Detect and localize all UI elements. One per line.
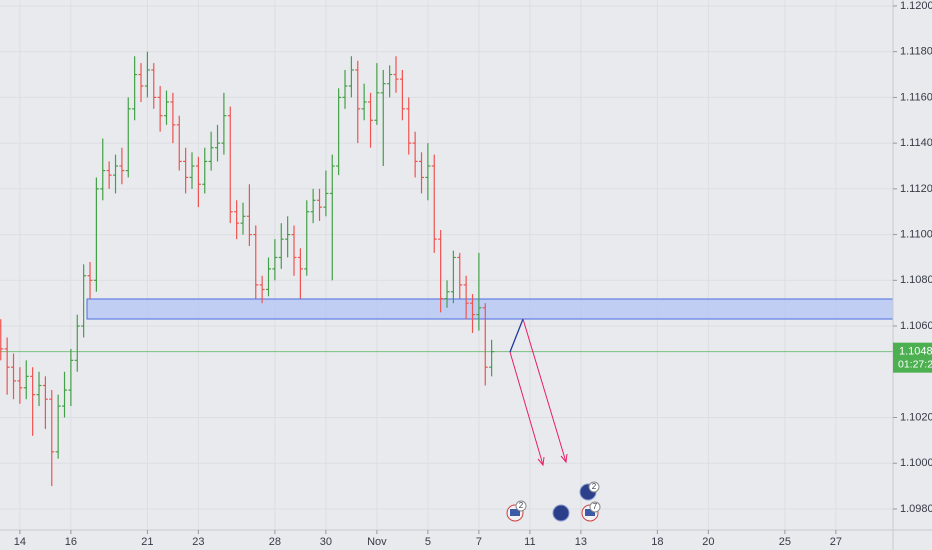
price-label: 1.10488 <box>899 346 932 358</box>
x-tick-label: 14 <box>14 536 26 548</box>
price-label-box <box>893 342 932 373</box>
y-tick-label: 1.09800 <box>900 503 932 515</box>
x-tick-label: 23 <box>192 536 204 548</box>
arrow-head <box>560 453 568 464</box>
x-tick-label: 27 <box>830 536 842 548</box>
projection-line <box>509 318 524 353</box>
y-tick-label: 1.11000 <box>900 228 932 240</box>
projection-arrow <box>522 318 567 463</box>
y-tick-label: 1.11600 <box>900 91 932 103</box>
x-tick-label: 28 <box>269 536 281 548</box>
x-tick-label: 21 <box>141 536 153 548</box>
y-tick-label: 1.10000 <box>900 457 932 469</box>
price-bars <box>0 51 495 487</box>
projection-arrow <box>509 351 544 466</box>
x-tick-label: 25 <box>779 536 791 548</box>
y-tick-label: 1.12000 <box>900 0 932 12</box>
x-tick-label: 5 <box>425 536 431 548</box>
x-tick-label: 7 <box>476 536 482 548</box>
event-icon[interactable]: 7 <box>581 501 601 522</box>
x-tick-label: 18 <box>651 536 663 548</box>
event-count: 2 <box>592 482 597 491</box>
x-tick-label: 20 <box>702 536 714 548</box>
x-tick-label: 16 <box>65 536 77 548</box>
event-icon[interactable]: 2 <box>579 481 600 501</box>
y-tick-label: 1.11800 <box>900 46 932 58</box>
x-tick-label: 13 <box>575 536 587 548</box>
event-icon[interactable] <box>552 504 570 522</box>
y-tick-label: 1.11200 <box>900 183 932 195</box>
y-tick-label: 1.10800 <box>900 274 932 286</box>
event-count: 2 <box>519 501 524 510</box>
x-tick-label: 11 <box>524 536 535 548</box>
x-tick-label: 30 <box>320 536 332 548</box>
y-tick-label: 1.11400 <box>900 137 932 149</box>
event-icon[interactable]: 2 <box>506 500 527 522</box>
axes: 1.12000 1.11800 1.11600 1.11400 1.11200 1.110… <box>14 0 932 548</box>
zone-rectangle <box>86 298 894 320</box>
arrow-head <box>537 456 545 467</box>
y-tick-label: 1.10200 <box>900 411 932 423</box>
x-tick-label: Nov <box>367 536 387 548</box>
countdown-label: 01:27:22 <box>898 358 932 370</box>
event-count: 7 <box>593 502 598 511</box>
grid <box>0 0 893 530</box>
y-tick-label: 1.10600 <box>900 320 932 332</box>
